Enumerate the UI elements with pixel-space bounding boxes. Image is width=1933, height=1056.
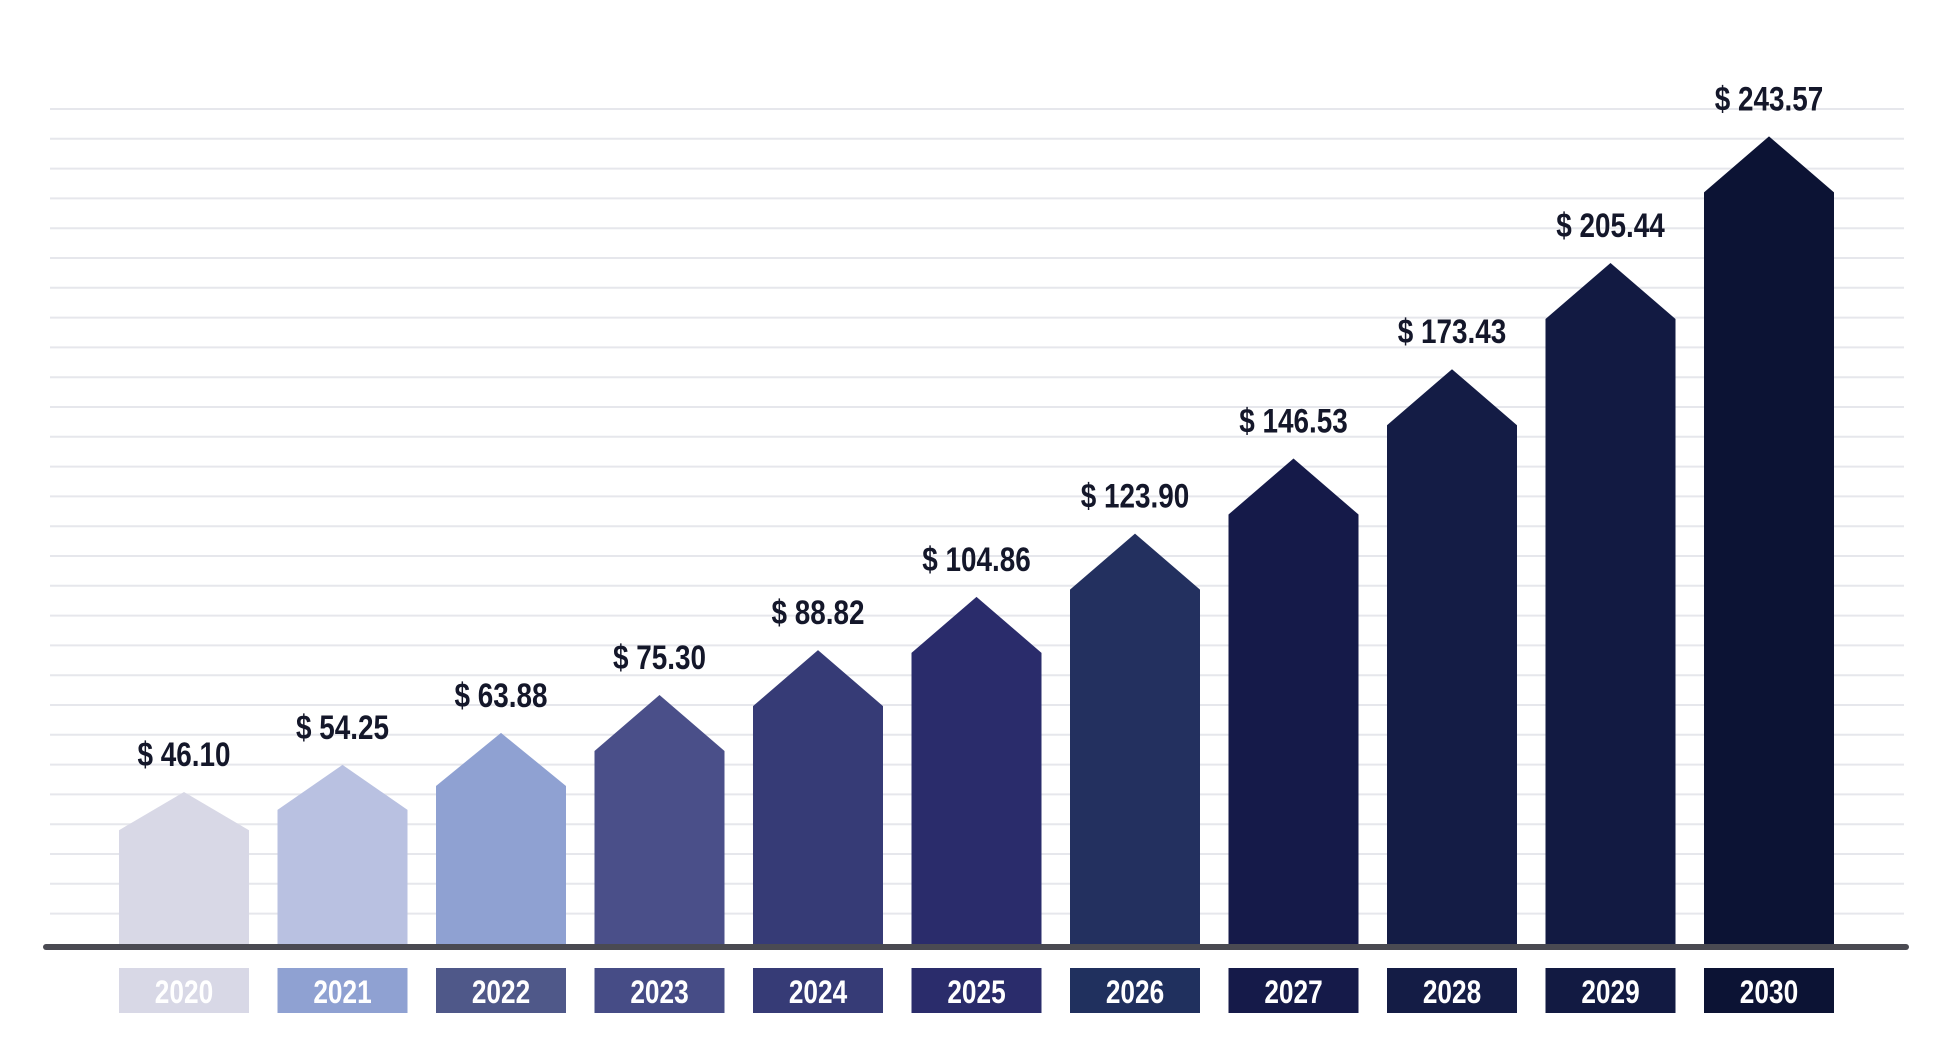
value-label: $ 104.86 <box>922 540 1030 578</box>
value-label: $ 205.44 <box>1556 206 1665 244</box>
x-tick-label: 2020 <box>155 976 213 1011</box>
value-label: $ 173.43 <box>1398 313 1506 351</box>
x-tick-label: 2024 <box>789 976 848 1011</box>
x-tick-box <box>1228 968 1359 1013</box>
bar-2024 <box>753 650 883 945</box>
x-tick-box <box>1704 968 1834 1013</box>
value-label: $ 146.53 <box>1239 402 1347 440</box>
x-tick-label: 2023 <box>630 976 688 1011</box>
value-label: $ 123.90 <box>1081 477 1189 515</box>
value-label: $ 243.57 <box>1715 80 1823 118</box>
x-tick-box <box>119 968 249 1013</box>
bar-2022 <box>436 732 566 945</box>
value-label: $ 54.25 <box>296 708 389 746</box>
x-tick-label: 2022 <box>472 976 530 1011</box>
bar-2030 <box>1704 136 1834 945</box>
bar-2023 <box>594 695 725 945</box>
x-tick-box <box>911 968 1042 1013</box>
x-tick-label: 2026 <box>1106 976 1164 1011</box>
x-tick-label: 2027 <box>1264 976 1322 1011</box>
x-tick-box <box>436 968 566 1013</box>
bar-2021 <box>277 764 408 945</box>
bar-2027 <box>1228 458 1359 945</box>
bar-2026 <box>1070 533 1200 945</box>
x-tick-box <box>1545 968 1676 1013</box>
x-tick-labels: 2020 2021 2022 2023 2024 2025 2026 2027 2028 2029… <box>119 968 1834 1013</box>
value-label: $ 88.82 <box>772 593 865 631</box>
bar-2025 <box>911 596 1042 945</box>
x-tick-label: 2028 <box>1423 976 1481 1011</box>
x-tick-box <box>594 968 725 1013</box>
x-tick-label: 2030 <box>1740 976 1798 1011</box>
value-label: $ 46.10 <box>138 735 231 773</box>
bar-2029 <box>1545 262 1676 945</box>
x-tick-label: 2021 <box>313 976 371 1011</box>
bar-2028 <box>1387 369 1517 945</box>
x-tick-box <box>277 968 408 1013</box>
x-tick-box <box>753 968 883 1013</box>
value-labels: $ 46.10 $ 54.25 $ 63.88 $ 75.30 $ 88.82 $ 104… <box>138 80 1824 774</box>
value-label: $ 63.88 <box>455 676 548 714</box>
value-label: $ 75.30 <box>613 638 706 676</box>
bar-2020 <box>119 791 249 945</box>
bars <box>119 136 1834 945</box>
x-tick-label: 2025 <box>947 976 1005 1011</box>
x-tick-box <box>1387 968 1517 1013</box>
x-tick-box <box>1070 968 1200 1013</box>
x-tick-label: 2029 <box>1581 976 1639 1011</box>
